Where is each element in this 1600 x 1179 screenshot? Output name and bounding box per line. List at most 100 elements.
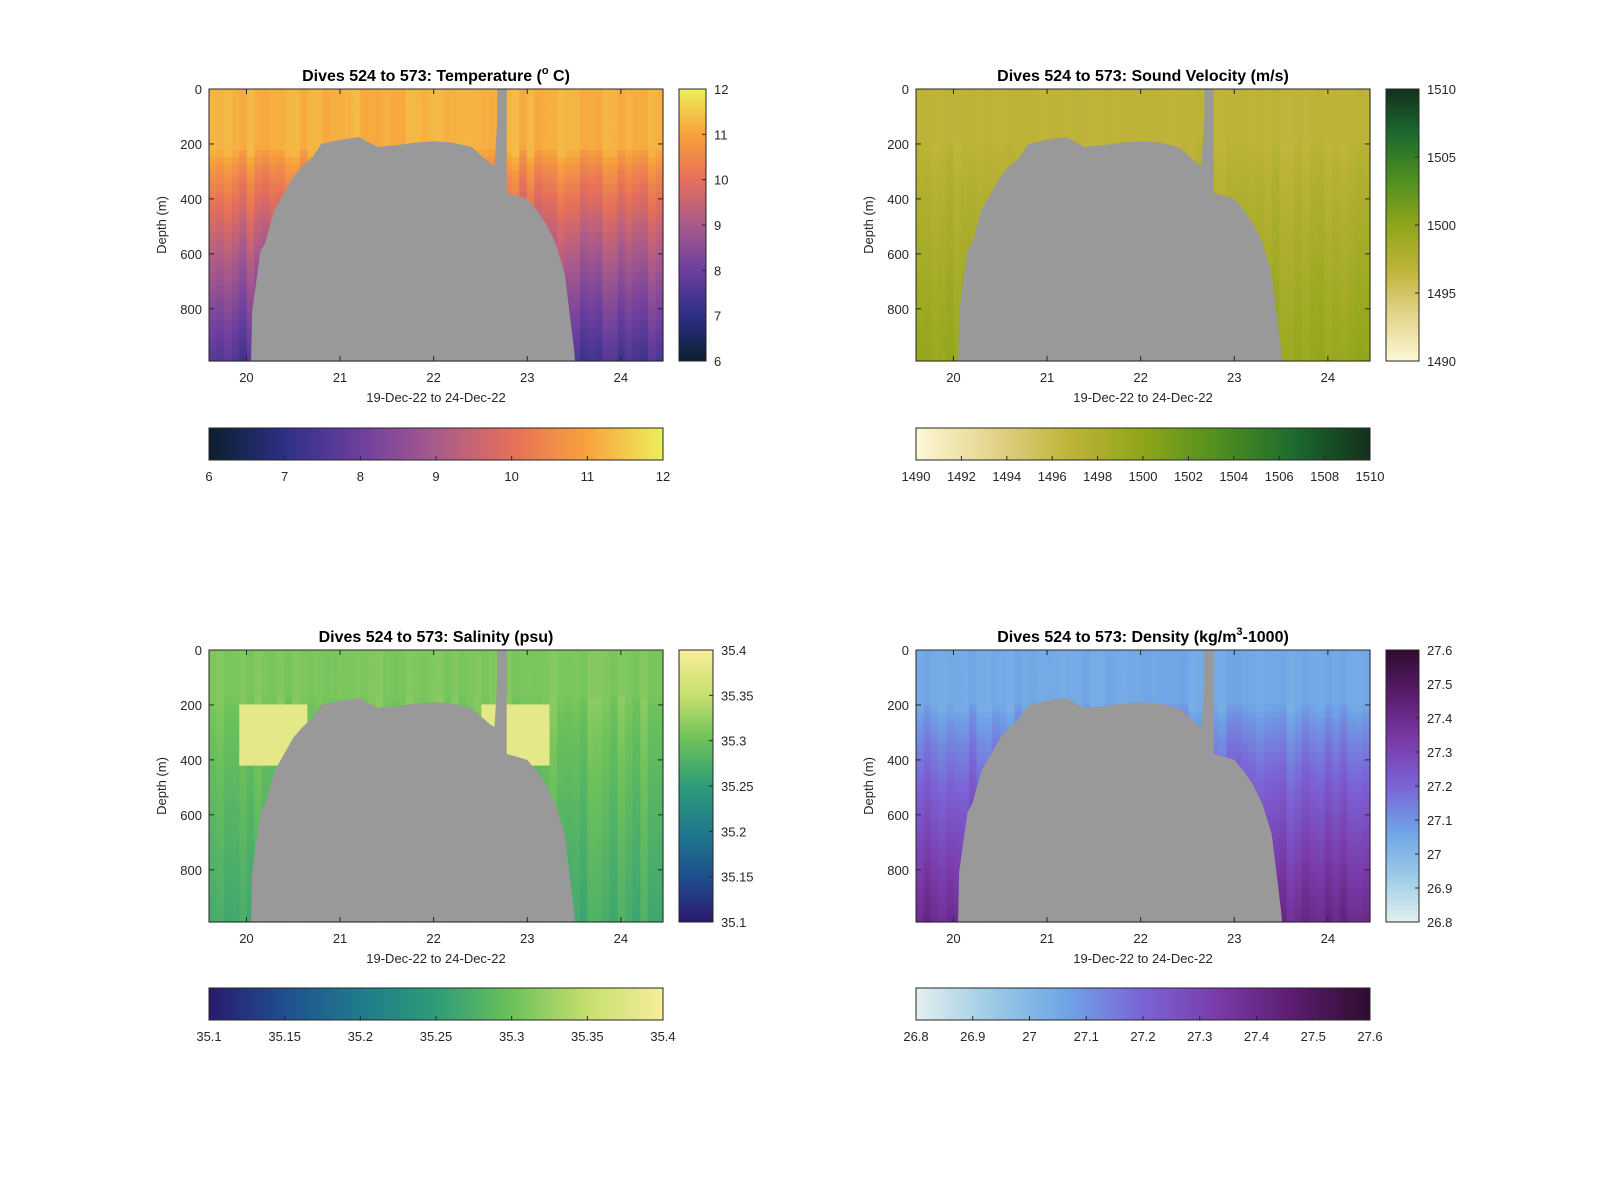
heat-cell (1294, 163, 1303, 172)
heat-cell (1317, 306, 1326, 314)
heat-cell (617, 143, 626, 151)
heat-cell (307, 150, 316, 158)
heat-cell (1347, 150, 1356, 158)
heat-cell (655, 327, 664, 335)
heat-cell (1195, 89, 1205, 97)
heat-cell (953, 354, 962, 362)
heat-cell (632, 279, 641, 287)
heat-cell (961, 95, 970, 104)
heat-cell (1362, 272, 1371, 280)
heat-cell (231, 136, 240, 144)
heat-cell (999, 123, 1008, 131)
heat-cell (246, 354, 255, 362)
heat-cell (504, 102, 513, 110)
heat-cell (549, 89, 558, 97)
heat-cell (564, 123, 573, 131)
heat-cell (1362, 89, 1371, 97)
heat-cell (360, 123, 369, 131)
heat-cell (383, 136, 392, 144)
heat-cell (1339, 313, 1348, 321)
heat-cell (1294, 286, 1303, 294)
heat-cell (916, 259, 925, 267)
heat-cell (451, 109, 460, 117)
heat-cell (1180, 143, 1189, 151)
heat-cell (968, 116, 978, 124)
heat-cell (655, 320, 664, 328)
heat-cell (946, 238, 955, 246)
heat-cell (931, 340, 940, 348)
heat-cell (1135, 136, 1144, 144)
heat-cell (420, 102, 430, 110)
heat-cell (1082, 102, 1091, 110)
heat-cell (938, 109, 947, 117)
heat-cell (511, 123, 520, 131)
heat-cell (1301, 327, 1311, 335)
heat-cell (1218, 109, 1227, 117)
heat-cell (246, 177, 255, 185)
heat-cell (458, 89, 467, 97)
heat-cell (594, 170, 604, 178)
heat-cell (1301, 265, 1311, 274)
heat-cell (999, 129, 1008, 138)
heat-cell (587, 109, 596, 117)
heat-cell (231, 238, 240, 246)
heat-cell (991, 123, 1000, 131)
heat-cell (451, 129, 460, 138)
x-tick-label: 20 (946, 370, 960, 385)
heat-cell (284, 89, 293, 97)
heat-cell (938, 340, 947, 348)
heat-cell (1324, 252, 1333, 260)
heat-cell (1309, 265, 1318, 274)
heat-cell (1301, 116, 1311, 124)
heat-cell (640, 225, 649, 233)
heat-cell (1332, 306, 1341, 314)
heat-cell (938, 272, 947, 280)
heat-cell (640, 245, 649, 253)
heat-cell (216, 177, 225, 185)
heat-cell (632, 150, 641, 158)
heat-cell (511, 143, 520, 151)
heat-cell (239, 191, 248, 199)
heat-cell (1279, 306, 1288, 314)
heat-cell (923, 95, 932, 104)
heat-cell (216, 238, 225, 246)
heat-cell (1006, 150, 1015, 158)
heat-cell (647, 191, 657, 199)
heat-cell (1309, 109, 1318, 117)
heat-cell (594, 191, 604, 199)
heat-cell (564, 231, 573, 240)
heat-cell (1279, 347, 1288, 355)
heat-cell (1256, 170, 1265, 178)
heat-cell (617, 157, 626, 165)
heat-cell (1294, 211, 1303, 219)
heat-cell (526, 163, 535, 172)
heat-cell (1324, 170, 1333, 178)
heat-cell (1074, 102, 1084, 110)
heat-cell (579, 184, 588, 192)
heat-cell (617, 191, 626, 199)
heat-cell (1354, 279, 1364, 287)
heat-cell (1241, 95, 1250, 104)
heat-cell (246, 333, 255, 342)
heat-cell (602, 109, 611, 117)
heat-cell (610, 225, 619, 233)
heat-cell (938, 313, 947, 321)
heat-cell (625, 225, 634, 233)
heat-cell (968, 197, 978, 206)
heat-cell (625, 191, 634, 199)
heat-cell (617, 123, 626, 131)
heat-cell (1264, 197, 1273, 206)
heat-cell (625, 272, 634, 280)
heat-cell (534, 109, 543, 117)
heat-cell (1180, 129, 1189, 138)
heat-cell (625, 320, 634, 328)
heat-cell (594, 299, 604, 308)
heat-cell (640, 306, 649, 314)
heat-cell (428, 129, 437, 138)
heat-cell (655, 340, 664, 348)
heat-cell (1279, 170, 1288, 178)
heat-cell (946, 265, 955, 274)
heat-cell (655, 245, 664, 253)
heat-cell (1067, 116, 1076, 124)
heat-cell (594, 306, 604, 314)
